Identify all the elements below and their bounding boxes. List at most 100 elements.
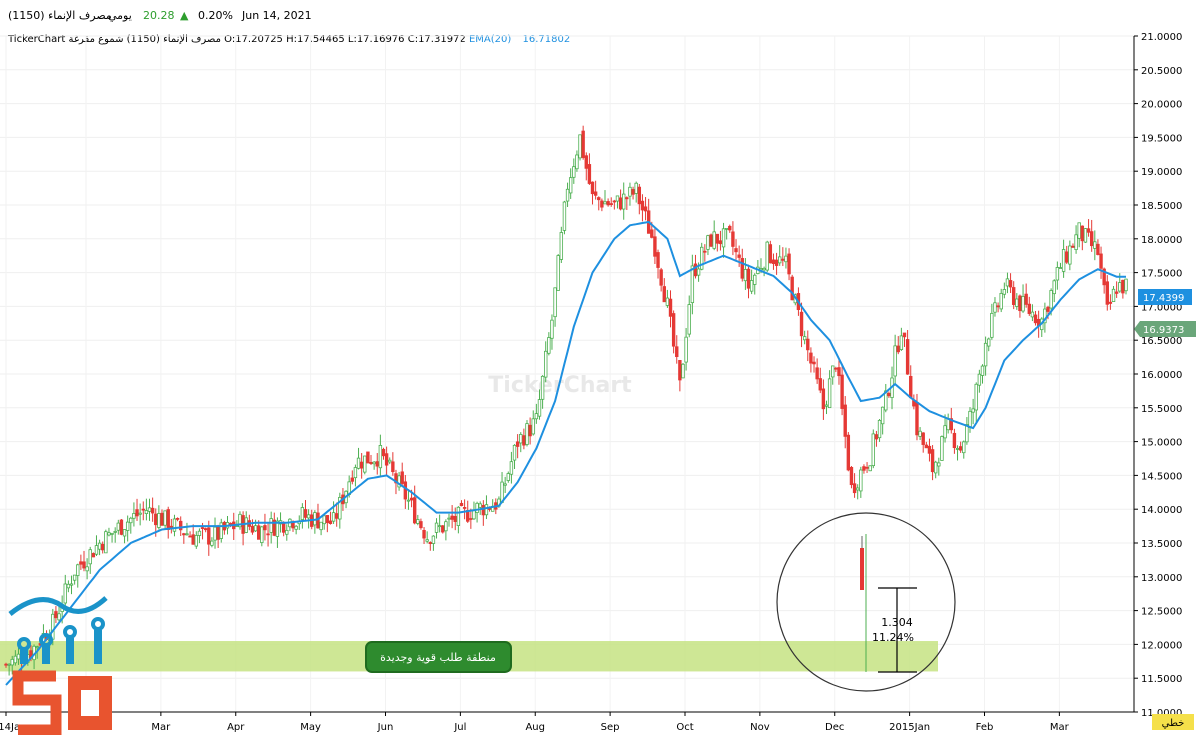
candle [765, 240, 769, 273]
candle-body [1124, 278, 1128, 292]
candle-body [79, 561, 83, 565]
candle [350, 470, 354, 485]
x-tick-label: May [300, 722, 321, 733]
candle [391, 452, 395, 476]
candle [57, 604, 61, 622]
candle-body [132, 513, 136, 519]
candle-body [378, 445, 383, 469]
candle-body [72, 574, 77, 581]
candle-body [1071, 245, 1075, 248]
last-price: 20.28 [143, 9, 175, 22]
candle [565, 182, 570, 207]
candle-body [693, 263, 698, 277]
candle-body [1030, 311, 1035, 318]
candle-body [238, 513, 242, 528]
candle-body [122, 529, 127, 537]
candle [104, 529, 108, 554]
candle [562, 200, 567, 235]
period-label: يومي [108, 9, 132, 22]
candle [400, 462, 404, 487]
candle-body [809, 352, 813, 364]
candle [403, 475, 408, 509]
candle-body [724, 227, 729, 230]
candle [372, 461, 376, 470]
candle [712, 220, 716, 251]
candle-body [253, 525, 258, 532]
candle [940, 435, 944, 461]
candle [640, 194, 645, 222]
candle-body [453, 515, 457, 522]
candle [840, 363, 844, 416]
candle [10, 655, 14, 675]
candle [846, 432, 851, 472]
candle [1086, 219, 1091, 237]
zone-label-text: منطقة طلب قوية وجديدة [380, 651, 496, 664]
candle [185, 522, 189, 536]
candle-body [51, 613, 55, 640]
candle-body [441, 525, 445, 533]
candle-body [827, 378, 832, 409]
line-mode-badge[interactable]: خطي [1152, 714, 1194, 730]
candle [116, 519, 121, 535]
candle-body [1105, 281, 1109, 305]
stock-name: مصرف الإنماء (1150) [8, 9, 112, 22]
candle [182, 532, 186, 544]
candle [82, 550, 86, 572]
x-tick-label: Jul [453, 722, 466, 733]
candle-body [634, 182, 638, 194]
candle [824, 400, 829, 415]
candle-body [709, 234, 713, 247]
candle-body [612, 200, 617, 203]
candle [4, 662, 8, 668]
candle [550, 314, 554, 350]
candle-body [175, 518, 180, 520]
candle [300, 503, 305, 529]
candle-body [625, 197, 629, 200]
candle [359, 453, 364, 479]
candle-body [76, 564, 80, 576]
candle [678, 360, 682, 392]
candle-body [640, 200, 645, 211]
candle-body [790, 276, 794, 301]
candle-body [450, 515, 454, 520]
candle [1024, 283, 1028, 308]
candle [500, 472, 504, 504]
candle [740, 248, 744, 282]
candle-body [806, 338, 810, 351]
candle-body [409, 497, 414, 501]
candle [918, 427, 922, 441]
candle-body [927, 445, 932, 454]
candle [771, 253, 776, 270]
candle [834, 366, 838, 373]
candle-body [968, 410, 972, 428]
candle [618, 189, 623, 211]
candle [419, 518, 423, 530]
x-tick-label: Feb [976, 722, 994, 733]
candle-body [350, 477, 354, 482]
candle-body [353, 467, 358, 479]
candle-body [718, 240, 723, 245]
candle-body [771, 259, 776, 265]
candle-body [1008, 280, 1013, 288]
candle [865, 462, 869, 473]
candle-body [35, 646, 39, 649]
candle [1099, 246, 1103, 279]
candle [603, 190, 607, 205]
candle-body [325, 515, 330, 523]
candle-body [203, 528, 208, 531]
candle [210, 537, 214, 548]
candle [930, 445, 935, 481]
candle-body [200, 527, 205, 529]
candle-body [753, 274, 757, 285]
candle [597, 196, 601, 211]
candle [331, 501, 336, 524]
candle [444, 519, 448, 541]
candle-body [628, 186, 632, 197]
candle [1080, 225, 1085, 251]
candle [241, 511, 245, 546]
candle-body [815, 367, 819, 380]
candle [815, 358, 819, 384]
y-tick-label: 18.0000 [1141, 235, 1182, 246]
candle [843, 396, 847, 449]
